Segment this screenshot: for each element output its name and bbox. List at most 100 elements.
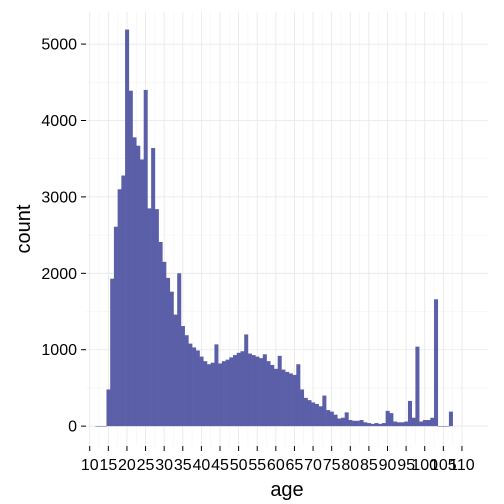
histogram-bar xyxy=(162,261,167,427)
histogram-bar xyxy=(136,145,141,427)
histogram-bar xyxy=(419,421,424,427)
histogram-bar xyxy=(329,411,334,427)
x-tick-label: 110 xyxy=(449,457,475,474)
histogram-bar xyxy=(110,278,115,427)
histogram-bar xyxy=(192,347,197,427)
histogram-bar xyxy=(113,226,118,427)
histogram-bar xyxy=(348,420,353,427)
histogram-bar xyxy=(262,354,267,427)
x-tick-label: 55 xyxy=(248,457,266,474)
histogram-bar xyxy=(367,423,372,427)
histogram-bar xyxy=(158,241,163,427)
histogram-bar xyxy=(437,426,442,427)
histogram-bars xyxy=(95,29,453,427)
histogram-bar xyxy=(277,355,282,427)
histogram-bar xyxy=(311,402,316,427)
histogram-bar xyxy=(445,426,450,427)
histogram-bar xyxy=(102,426,107,427)
histogram-bar xyxy=(244,334,249,427)
histogram-bar xyxy=(218,363,223,427)
histogram-bar xyxy=(434,299,439,427)
histogram-bar xyxy=(296,364,301,427)
x-tick-label: 15 xyxy=(99,457,117,474)
histogram-bar xyxy=(121,175,126,427)
histogram-bar xyxy=(307,400,312,427)
histogram-bar xyxy=(206,364,211,427)
histogram-bar xyxy=(195,350,200,427)
histogram-bar xyxy=(326,410,331,427)
histogram-bar xyxy=(210,362,215,427)
histogram-bar xyxy=(370,423,375,427)
histogram-bar xyxy=(106,389,111,427)
y-tick-label: 1000 xyxy=(41,342,77,359)
histogram-bar xyxy=(300,389,305,427)
histogram-bar xyxy=(352,420,357,427)
x-tick-label: 70 xyxy=(304,457,322,474)
x-tick-label: 30 xyxy=(155,457,173,474)
x-tick-label: 25 xyxy=(137,457,155,474)
histogram-bar xyxy=(426,420,431,427)
histogram-bar xyxy=(203,361,208,427)
histogram-bar xyxy=(259,358,264,427)
histogram-bar xyxy=(166,277,171,427)
histogram-bar xyxy=(355,420,360,427)
histogram-bar xyxy=(389,413,394,427)
histogram-bar xyxy=(177,273,182,427)
histogram-bar xyxy=(288,373,293,427)
x-tick-label: 45 xyxy=(211,457,229,474)
histogram-bar xyxy=(314,403,319,427)
y-tick-label: 5000 xyxy=(41,37,77,54)
histogram-bar xyxy=(411,417,416,427)
histogram-bar xyxy=(225,359,230,427)
histogram-bar xyxy=(240,351,245,427)
histogram-bar xyxy=(255,356,260,427)
histogram-bar xyxy=(430,417,435,427)
histogram-bar xyxy=(229,357,234,427)
histogram-bar xyxy=(139,159,144,427)
histogram-bar xyxy=(95,426,100,427)
histogram-bar xyxy=(125,29,130,427)
x-tick-label: 85 xyxy=(360,457,378,474)
histogram-bar xyxy=(292,374,297,427)
y-tick-label: 2000 xyxy=(41,266,77,283)
histogram-bar xyxy=(337,418,342,427)
histogram-bar xyxy=(143,89,148,427)
histogram-bar xyxy=(247,353,252,427)
histogram-bar xyxy=(188,343,193,427)
histogram-bar xyxy=(214,344,219,427)
histogram-bar xyxy=(363,422,368,427)
histogram-bar xyxy=(393,421,398,427)
x-tick-label: 65 xyxy=(286,457,304,474)
x-tick-label: 95 xyxy=(397,457,415,474)
x-axis-ticks: 10 15 20 25 30 35 40 45 50 55 60 65 70 75 80 85 90 951001… xyxy=(81,446,475,474)
histogram-bar xyxy=(359,420,364,427)
x-tick-label: 40 xyxy=(192,457,210,474)
histogram-bar xyxy=(448,411,453,427)
histogram-bar xyxy=(233,355,238,427)
histogram-bar xyxy=(385,410,390,427)
y-tick-label: 3000 xyxy=(41,189,77,206)
x-tick-label: 35 xyxy=(174,457,192,474)
histogram-bar xyxy=(322,395,327,427)
histogram-bar xyxy=(236,352,241,427)
histogram-bar xyxy=(180,326,185,427)
x-tick-label: 50 xyxy=(230,457,248,474)
histogram-bar xyxy=(147,208,152,427)
histogram-bar xyxy=(132,137,137,427)
y-tick-label: 0 xyxy=(68,419,77,436)
histogram-bar xyxy=(99,426,104,427)
histogram-bar xyxy=(199,356,204,427)
histogram-bar xyxy=(151,148,156,427)
histogram-bar xyxy=(415,346,420,427)
histogram-bar xyxy=(404,421,409,427)
x-tick-label: 100 xyxy=(411,457,438,474)
histogram-bar xyxy=(128,90,133,427)
histogram-bar xyxy=(400,422,405,427)
y-axis-title: count xyxy=(13,204,35,253)
x-axis-title: age xyxy=(270,479,303,501)
histogram-bar xyxy=(333,414,338,427)
histogram-bar xyxy=(396,422,401,427)
x-tick-label: 75 xyxy=(323,457,341,474)
x-tick-label: 10 xyxy=(81,457,99,474)
